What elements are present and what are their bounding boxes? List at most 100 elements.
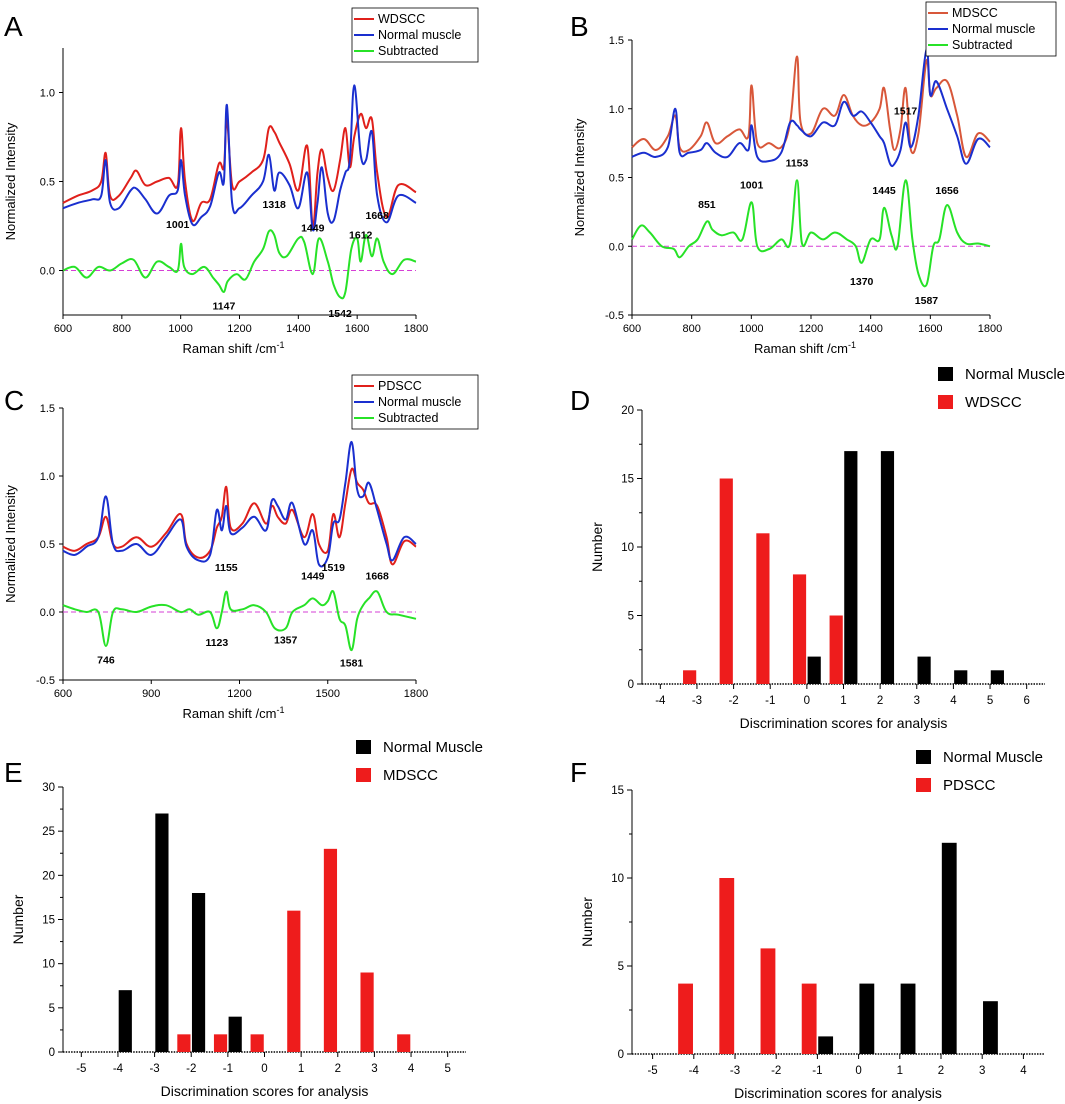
panel-label-b: B [570,11,589,42]
panel-b-x-tick-label: 1000 [739,323,763,335]
panel-e-y-tick-label: 5 [49,1003,55,1015]
panel-f-x-tick-label: 0 [855,1065,861,1077]
panel-label-d: D [570,385,590,416]
panel-b-y-tick-label: 0.0 [609,241,624,253]
panel-d-y-tick-label: 5 [628,611,634,623]
panel-b-peak-label: 851 [698,199,716,211]
panel-a-peak-label: 1668 [365,210,389,222]
panel-d-x-tick-label: -1 [765,695,775,707]
panel-d-y-tick-label: 15 [621,474,634,486]
panel-e-x-tick-label: 5 [444,1063,450,1075]
panel-f-x-tick-label: -1 [812,1065,822,1077]
panel-a-series-subtracted [62,229,417,300]
panel-c-peak-label: 1519 [322,562,346,574]
panel-f-x-axis-label: Discrimination scores for analysis [734,1085,942,1101]
panel-d-x-tick-label: 6 [1023,695,1029,707]
panel-e-x-axis-label: Discrimination scores for analysis [161,1083,369,1099]
panel-b-peak-label: 1517 [894,105,918,117]
panel-c-series-subtracted [62,589,417,652]
panel-d-bar-wdscc [756,533,770,684]
panel-b-series-subtracted [631,179,991,288]
panel-a-series-normal-muscle [62,84,417,232]
panel-b-peak-label: 1153 [786,158,809,170]
panel-f-x-tick-label: 4 [1020,1065,1027,1077]
panel-d-legend-swatch [938,395,953,409]
panel-b-x-axis-label-sup: -1 [848,340,856,350]
panel-b-legend-label: Normal muscle [952,22,1035,36]
panel-f-y-axis-label: Number [579,897,595,947]
panel-a-x-tick-label: 600 [54,323,72,335]
panel-f-y-tick-label: 15 [611,785,624,797]
panel-a-peak-label: 1449 [301,222,325,234]
panel-f-x-tick-label: 3 [979,1065,985,1077]
panel-b-legend-label: MDSCC [952,6,998,20]
panel-f-bar-normal-muscle [941,842,957,1054]
panel-b-y-tick-label: 1.0 [609,104,624,116]
panel-c-peak-label: 1449 [301,570,325,582]
panel-a-peak-label: 1318 [263,199,287,211]
panel-a-series-wdscc [62,112,417,228]
panel-f-x-tick-label: -2 [771,1065,781,1077]
panel-e-y-tick-label: 10 [42,959,55,971]
panel-a-y-tick-label: 1.0 [40,88,55,100]
panel-f-y-tick-label: 5 [618,961,624,973]
panel-c-x-tick-label: 1200 [227,688,251,700]
panel-d-bar-normal-muscle [880,451,895,684]
panel-e-x-tick-label: -3 [149,1063,159,1075]
panel-c-y-tick-label: -0.5 [36,675,55,687]
panel-b-x-tick-label: 1400 [858,323,882,335]
panel-c-series-pdscc [62,467,417,566]
panels: 600 800 1000 1200 1400 1600 18000.00.51.010011… [3,1,1065,1101]
panel-f-y-tick-label: 10 [611,873,624,885]
panel-e-chart: 0 5 10 15 20 25 30 -5 -4 -3 -2 -1 0 1 2 3 4 5 Discriminati… [10,739,483,1099]
panel-c-legend-label: Normal muscle [378,395,461,409]
panel-e-bar-mdscc [397,1034,411,1052]
panel-b-x-axis-label: Raman shift /cm-1 [754,340,856,356]
panel-b-peak-label: 1370 [850,276,874,288]
panel-d-legend-label: WDSCC [965,394,1022,411]
panel-f-bar-pdscc [760,948,776,1054]
panel-e-bar-normal-muscle [155,813,169,1052]
panel-c-y-tick-label: 1.0 [40,471,55,483]
panel-e-legend-swatch [356,740,371,754]
panel-c-peak-label: 1357 [274,634,298,646]
panel-a-x-tick-label: 1600 [345,323,369,335]
panel-d-bar-wdscc [792,574,807,684]
panel-f-chart: 0 5 10 15 -5 -4 -3 -2 -1 0 1 2 3 4 Discrimination scor… [579,749,1044,1101]
panel-b-series-mdscc [631,55,991,158]
panel-e-x-tick-label: -4 [113,1063,124,1075]
panel-a-peak-label: 1001 [166,219,190,231]
panel-e-x-tick-label: 0 [261,1063,267,1075]
panel-d-bar-normal-muscle [917,656,931,684]
panel-d-y-tick-label: 20 [621,405,634,417]
panel-c-chart: 600 900 1200 1500 1800 -0.5 0.0 0.5 1.0 1.5 746 112… [3,374,479,721]
panel-label-e: E [4,757,23,788]
panel-f-bar-normal-muscle [983,1001,998,1054]
panel-a-legend-label: Subtracted [378,44,439,58]
panel-a-x-tick-label: 1000 [168,323,192,335]
panel-f-x-tick-label: 1 [897,1065,903,1077]
panel-f-x-tick-label: -3 [730,1065,740,1077]
panel-e-y-axis-label: Number [10,894,26,944]
panel-d-y-tick-label: 10 [621,542,634,554]
panel-c-y-tick-label: 0.5 [40,539,55,551]
panel-e-bar-normal-muscle [228,1016,242,1052]
panel-a-x-tick-label: 1400 [286,323,310,335]
panel-b-peak-label: 1445 [872,185,896,197]
panel-c-peak-label: 1668 [365,570,389,582]
panel-a-y-axis-label: Normalized Intensity [3,122,18,240]
panel-e-legend-label: MDSCC [383,767,438,784]
panel-d-legend-label: Normal Muscle [965,366,1065,383]
panel-d-x-tick-label: 4 [950,695,957,707]
panel-d-bar-normal-muscle [807,656,821,684]
panel-b-peak-label: 1001 [740,180,764,192]
panel-d-x-axis-label: Discrimination scores for analysis [740,715,948,731]
panel-f-bar-pdscc [801,983,817,1054]
panel-d-y-axis-label: Number [589,522,605,572]
panel-a-chart: 600 800 1000 1200 1400 1600 1800 0.0 0.5 1.0 1001 1… [3,7,479,356]
panel-d-x-tick-label: 1 [840,695,846,707]
panel-d-bar-normal-muscle [990,670,1004,684]
panel-e-x-tick-label: -2 [186,1063,196,1075]
panel-a-x-tick-label: 1200 [227,323,251,335]
